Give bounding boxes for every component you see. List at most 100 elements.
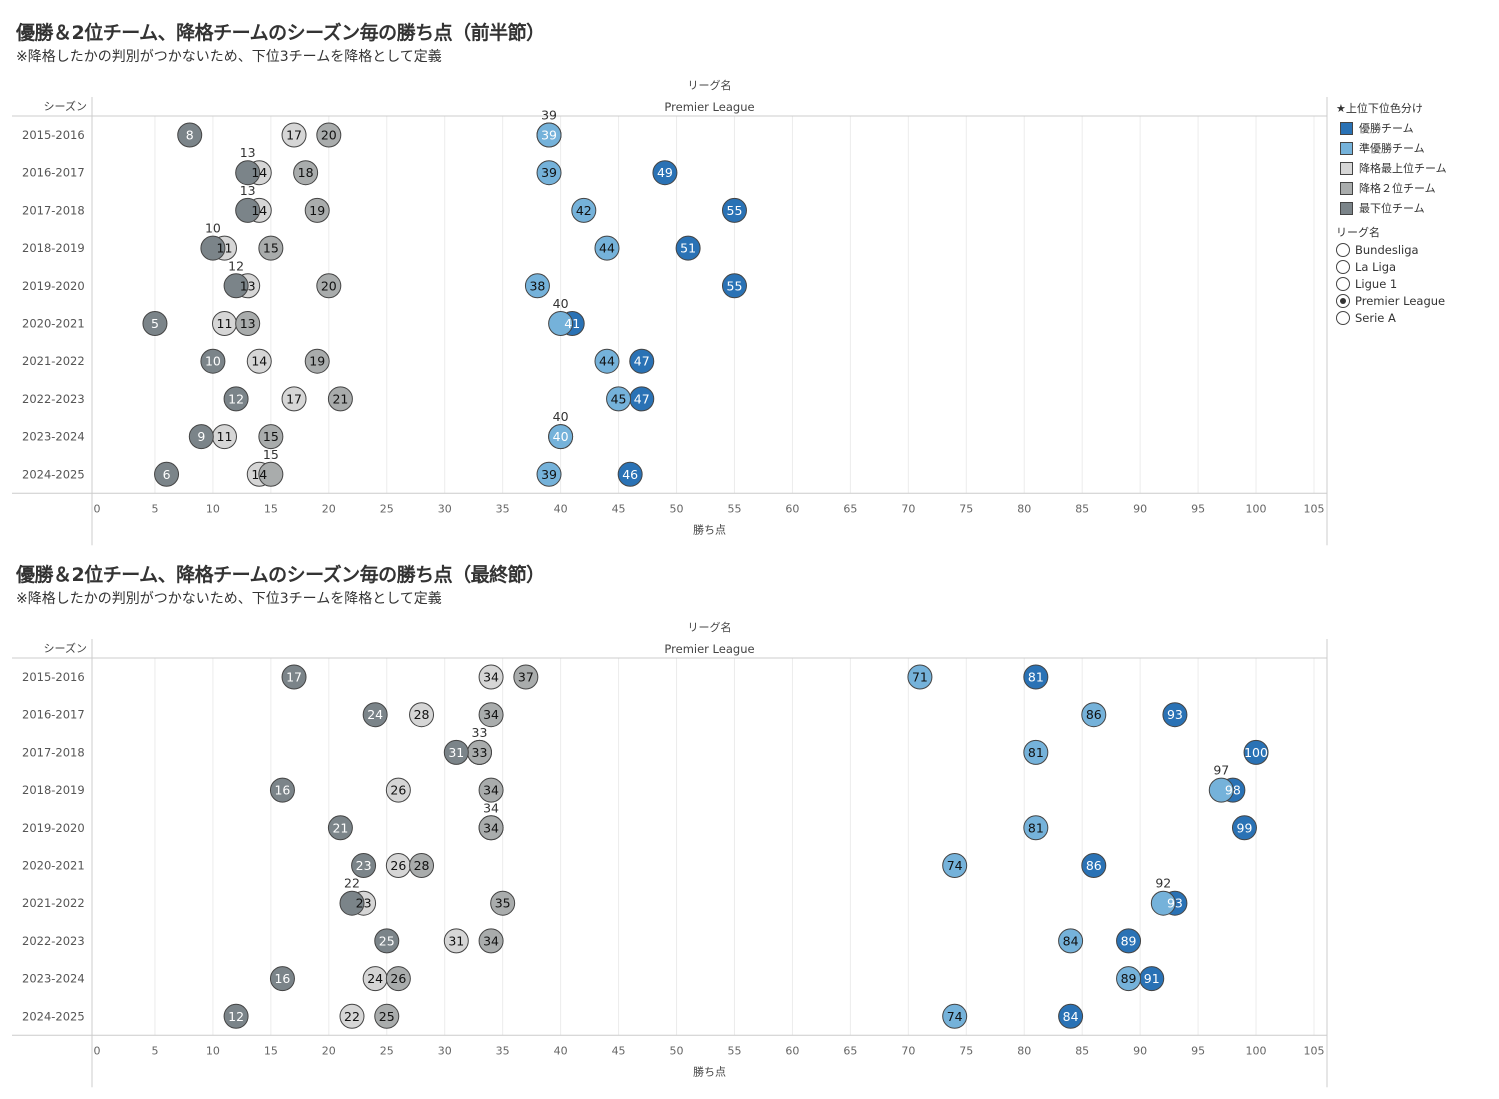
data-point [513, 664, 539, 690]
legend-item[interactable]: 降格２位チーム [1336, 178, 1447, 198]
season-label: 2022-2023 [22, 392, 85, 406]
data-point [536, 461, 562, 487]
data-label: 14 [251, 354, 267, 369]
data-label: 21 [332, 391, 348, 406]
x-tick-label: 65 [843, 502, 857, 515]
x-tick-label: 60 [785, 1044, 799, 1057]
x-tick-label: 20 [322, 1044, 336, 1057]
data-label: 31 [448, 933, 464, 948]
data-label: 11 [217, 316, 233, 331]
data-point [316, 273, 342, 299]
radio-button[interactable] [1336, 293, 1350, 308]
data-point [327, 386, 353, 412]
data-point [409, 853, 435, 878]
data-label: 25 [379, 1009, 395, 1024]
league-option[interactable]: Serie A [1336, 309, 1447, 326]
league-option-label: Bundesliga [1355, 242, 1419, 257]
league-option[interactable]: Bundesliga [1336, 241, 1447, 258]
data-point [721, 197, 747, 223]
league-filter[interactable]: Bundesliga La Liga Ligue 1 Premier League Se… [1336, 241, 1447, 326]
data-label: 20 [321, 128, 337, 143]
x-tick-label: 70 [901, 1044, 915, 1057]
data-label: 97 [1213, 763, 1229, 778]
data-label: 17 [286, 670, 302, 685]
x-tick-label: 80 [1017, 502, 1031, 515]
column-header-title: リーグ名 [688, 78, 732, 92]
league-option-label: Premier League [1355, 293, 1446, 308]
data-label: 89 [1121, 971, 1137, 986]
title-2: 優勝＆2位チーム、降格チームのシーズン毎の勝ち点（最終節） [16, 564, 545, 586]
legend-label: 降格最上位チーム [1359, 162, 1447, 175]
chart-panel-1: 0 5 10 15 20 25 30 35 40 45 50 55 60 65 70 75 80 85 90 95 10… [0, 76, 1330, 546]
data-label: 13 [240, 145, 256, 160]
data-label: 84 [1063, 933, 1079, 948]
data-point [594, 348, 620, 374]
season-label: 2020-2021 [22, 859, 85, 873]
data-label: 84 [1063, 1009, 1079, 1024]
data-label: 98 [1225, 783, 1241, 798]
data-point [721, 273, 747, 299]
data-point [478, 928, 504, 954]
data-point [1023, 739, 1049, 765]
data-label: 89 [1121, 933, 1137, 948]
data-label: 34 [483, 707, 499, 722]
data-point [281, 664, 307, 690]
data-point [235, 160, 261, 186]
data-point [258, 424, 284, 450]
data-label: 92 [1155, 876, 1171, 891]
data-point [188, 424, 214, 450]
data-point [1058, 1003, 1084, 1029]
season-label: 2017-2018 [22, 203, 85, 217]
legend-item[interactable]: 優勝チーム [1336, 118, 1447, 138]
radio-button[interactable] [1336, 276, 1350, 291]
data-point [606, 386, 632, 412]
data-point [235, 197, 261, 223]
data-label: 81 [1028, 745, 1044, 760]
data-point [409, 702, 435, 728]
data-point [304, 348, 330, 374]
radio-button[interactable] [1336, 259, 1350, 274]
x-tick-label: 0 [94, 502, 101, 515]
radio-button[interactable] [1336, 242, 1350, 257]
data-label: 14 [251, 203, 267, 218]
data-label: 12 [228, 391, 244, 406]
data-label: 47 [634, 354, 650, 369]
data-label: 99 [1237, 820, 1253, 835]
data-point [269, 777, 295, 803]
legend-swatch [1340, 161, 1353, 175]
x-tick-label: 20 [322, 502, 336, 515]
data-label: 19 [309, 354, 325, 369]
season-label: 2018-2019 [22, 783, 85, 797]
data-point [223, 273, 249, 299]
data-label: 39 [541, 108, 557, 123]
season-label: 2015-2016 [22, 670, 85, 684]
data-point [142, 311, 168, 336]
data-label: 55 [727, 203, 743, 218]
season-label: 2015-2016 [22, 128, 85, 142]
data-label: 31 [448, 745, 464, 760]
data-label: 14 [251, 467, 267, 482]
legend-item[interactable]: 降格最上位チーム [1336, 158, 1447, 178]
league-option[interactable]: Ligue 1 [1336, 275, 1447, 292]
legend-item[interactable]: 最下位チーム [1336, 198, 1447, 218]
column-header: Premier League [664, 642, 754, 656]
season-label: 2017-2018 [22, 745, 85, 759]
data-point [316, 122, 342, 148]
legend-item[interactable]: 準優勝チーム [1336, 138, 1447, 158]
league-option[interactable]: La Liga [1336, 258, 1447, 275]
x-tick-label: 30 [438, 502, 452, 515]
data-label: 25 [379, 933, 395, 948]
data-point [524, 273, 550, 299]
data-point [571, 197, 597, 223]
data-point [478, 777, 504, 803]
data-point [154, 461, 180, 487]
data-label: 16 [274, 971, 290, 986]
data-point [1081, 702, 1107, 728]
data-label: 34 [483, 783, 499, 798]
legend: ★上位下位色分け 優勝チーム 準優勝チーム 降格最上位チーム 降格２位チーム 最下位チー… [1336, 100, 1447, 326]
data-label: 81 [1028, 820, 1044, 835]
data-point [374, 928, 400, 954]
radio-button[interactable] [1336, 310, 1350, 325]
data-point [548, 424, 574, 450]
league-option[interactable]: Premier League [1336, 292, 1447, 309]
